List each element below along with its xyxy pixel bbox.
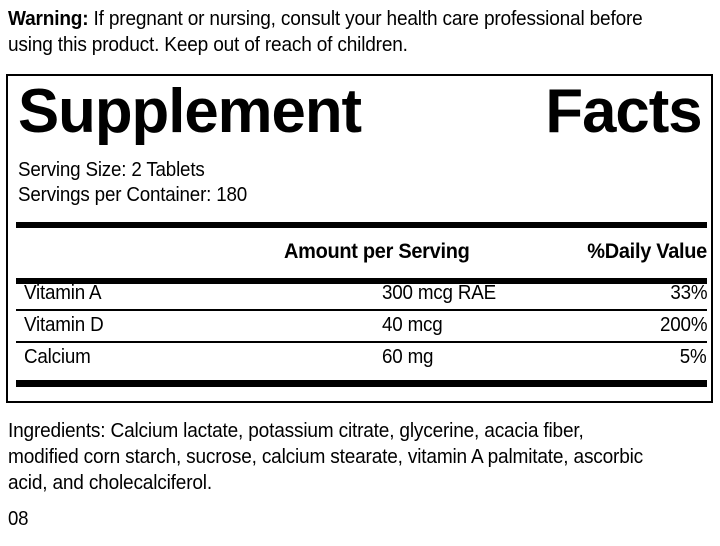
nutrient-amount: 300 mcg RAE [382,282,496,304]
supplement-facts-title: Supplement Facts [18,77,703,146]
nutrient-daily-value: 5% [680,345,707,368]
header-daily-value: %Daily Value [587,240,707,263]
serving-size-line: Serving Size: 2 Tablets [18,159,205,181]
ingredients-statement: Ingredients: Calcium lactate, potassium … [8,419,644,494]
header-amount-per-serving: Amount per Serving [284,240,470,263]
nutrient-amount: 60 mg [382,345,434,368]
title-word-facts: Facts [545,77,702,146]
rule-below-table [16,380,707,387]
nutrient-daily-value: 33% [669,282,707,304]
nutrient-name: Calcium [24,345,91,368]
supplement-facts-panel: Supplement Facts Serving Size: 2 Tablets… [6,74,713,403]
serving-information: Serving Size: 2 Tablets Servings per Con… [18,158,582,208]
table-row: Vitamin A 300 mcg RAE 33% [16,279,707,311]
table-row: Vitamin D 40 mcg 200% [16,311,707,343]
title-word-supplement: Supplement [18,77,362,146]
warning-text: If pregnant or nursing, consult your hea… [8,7,643,56]
row-separator [16,309,707,311]
nutrition-column-headers: Amount per Serving %Daily Value [16,232,707,274]
nutrient-name: Vitamin D [24,313,104,336]
nutrient-daily-value: 200% [659,313,708,336]
servings-per-container-line: Servings per Container: 180 [18,184,248,206]
row-separator [16,341,707,343]
warning-label: Warning: [8,7,89,30]
table-row: Calcium 60 mg 5% [16,343,707,375]
warning-statement: Warning: If pregnant or nursing, consult… [8,6,659,58]
rule-below-headers [16,278,707,284]
nutrient-amount: 40 mcg [382,313,443,336]
nutrient-name: Vitamin A [24,282,102,304]
rule-above-headers [16,222,707,228]
label-revision-code: 08 [8,508,29,530]
